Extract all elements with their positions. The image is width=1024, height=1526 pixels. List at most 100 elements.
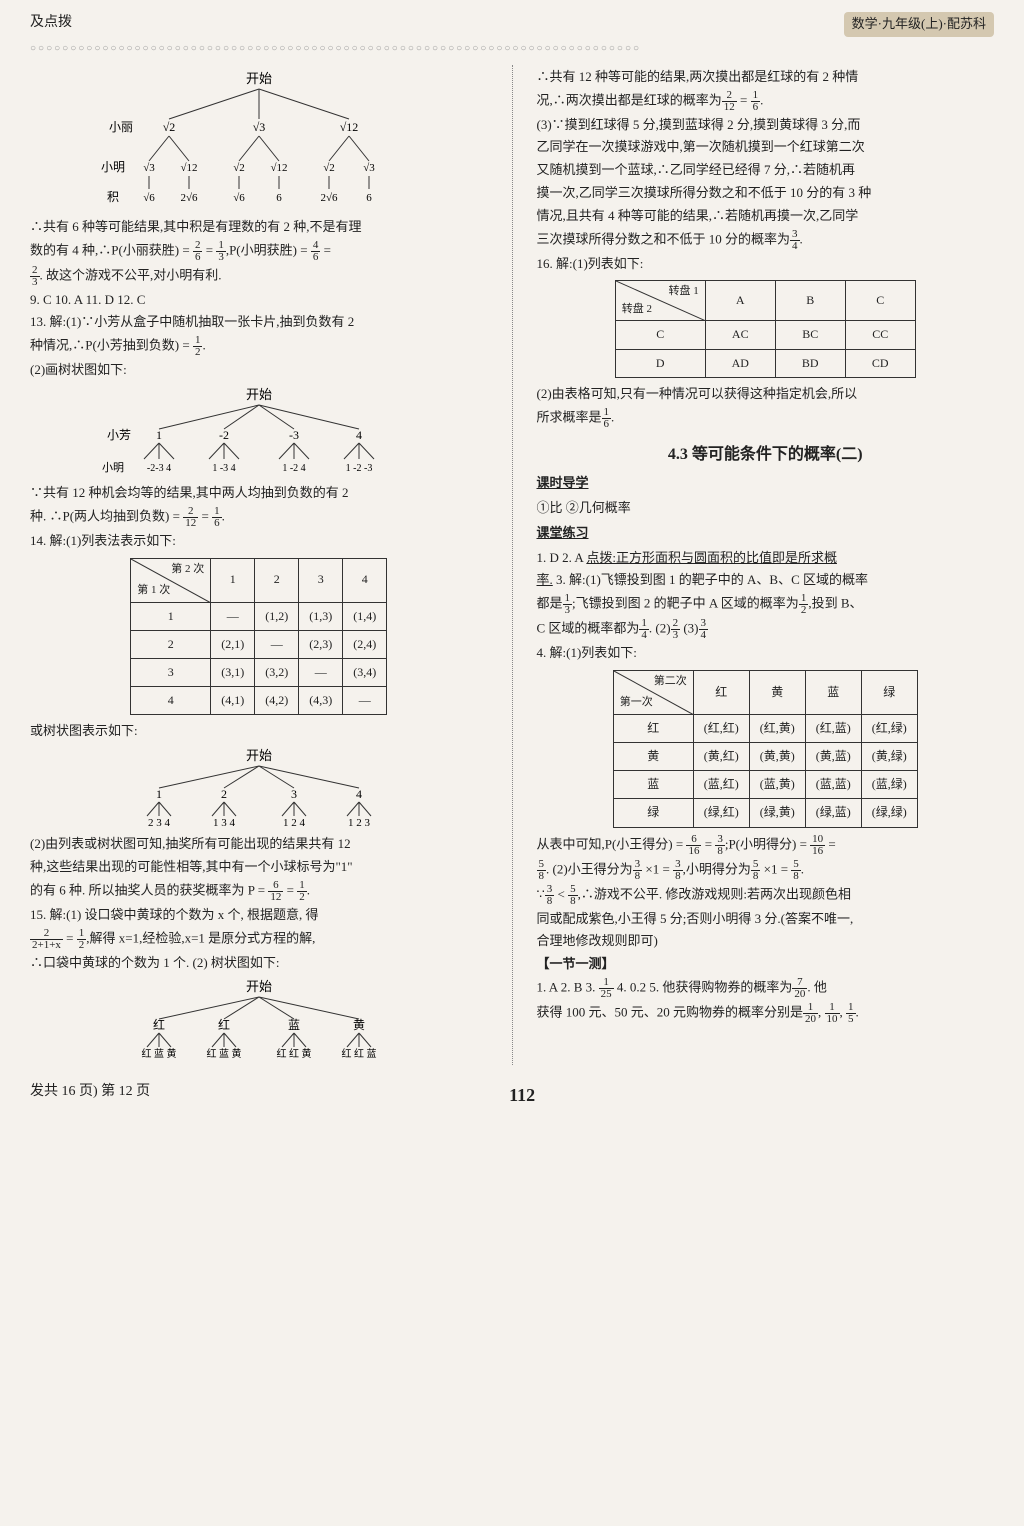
svg-text:√2: √2	[233, 162, 245, 174]
s43b: ①比 ②几何概率	[537, 498, 995, 519]
svg-text:开始: 开始	[246, 979, 272, 994]
r2b: 乙同学在一次摸球游戏中,第一次随机摸到一个红球第二次	[537, 137, 995, 158]
p13e-line: 种. ∴P(两人均抽到负数) = 212 = 16.	[30, 506, 488, 529]
svg-text:-2: -2	[219, 428, 229, 442]
mcq1: 9. C 10. A 11. D 12. C	[30, 290, 488, 311]
p1a: ∴共有 6 种等可能结果,其中积是有理数的有 2 种,不是有理	[30, 217, 488, 238]
header-left: 及点拨	[30, 12, 72, 37]
subtitle-daoxue: 课时导学	[537, 473, 995, 494]
svg-text:1 -2 -3: 1 -2 -3	[345, 463, 372, 474]
p13d: ∵共有 12 种机会均等的结果,其中两人均抽到负数的有 2	[30, 483, 488, 504]
p1d-line: 23. 故这个游戏不公平,对小明有利.	[30, 265, 488, 288]
p16a: 16. 解:(1)列表如下:	[537, 254, 995, 275]
tree-diagram-4: 开始 红 红 蓝 黄 红 蓝 黄 红 蓝 黄 红 红 黄 红 红 蓝	[30, 979, 488, 1059]
tree-diagram-3: 开始 1 2 3 4 2 3 4 1 3 4 1 2 4 1 2 3	[30, 748, 488, 828]
svg-text:2√6: 2√6	[320, 192, 338, 204]
r1a: ∴共有 12 种等可能的结果,两次摸出都是红球的有 2 种情	[537, 67, 995, 88]
p13a: 13. 解:(1)∵小芳从盒子中随机抽取一张卡片,抽到负数有 2	[30, 312, 488, 333]
svg-text:2: 2	[221, 787, 227, 801]
s43m: 合理地修改规则即可)	[537, 931, 995, 952]
svg-text:红 蓝 黄: 红 蓝 黄	[206, 1047, 241, 1059]
s43l: 同或配成紫色,小王得 5 分;否则小明得 3 分.(答案不唯一,	[537, 909, 995, 930]
s43g-line: C 区域的概率都为14. (2)23 (3)34	[537, 618, 995, 641]
s43d-line: 1. D 2. A 点拨:正方形面积与圆面积的比值即是所求概	[537, 548, 995, 569]
svg-text:积: 积	[107, 190, 119, 204]
tree-diagram-2: 开始 小芳 1 -2 -3 4 小明 -2-3 4 1 -3 4 1 -2 4	[30, 387, 488, 477]
s43i-line: 从表中可知,P(小王得分) = 616 = 38;P(小明得分) = 1016 …	[537, 834, 995, 857]
svg-text:2√6: 2√6	[180, 192, 198, 204]
right-column: ∴共有 12 种等可能的结果,两次摸出都是红球的有 2 种情 况,∴两次摸出都是…	[537, 65, 995, 1066]
svg-text:红: 红	[218, 1017, 230, 1032]
p13b-line: 种情况,∴P(小芳抽到负数) = 12.	[30, 335, 488, 358]
p14a: 14. 解:(1)列表法表示如下:	[30, 531, 488, 552]
table-2: 转盘 1 转盘 2 ABC CACBCCC DADBDCD	[615, 280, 916, 377]
svg-text:√12: √12	[180, 162, 197, 174]
svg-text:4: 4	[356, 787, 362, 801]
table-3: 第二次 第一次 红黄蓝绿 红(红,红)(红,黄)(红,蓝)(红,绿) 黄(黄,红…	[613, 670, 918, 828]
s43k-line: ∵38 < 58,∴游戏不公平. 修改游戏规则:若两次出现颜色相	[537, 884, 995, 907]
svg-text:4: 4	[356, 428, 362, 442]
svg-text:1 -3 4: 1 -3 4	[212, 463, 235, 474]
test-title: 【一节一测】	[537, 954, 995, 975]
r1b-line: 况,∴两次摸出都是红球的概率为212 = 16.	[537, 90, 995, 113]
subtitle-ketang: 课堂练习	[537, 523, 995, 544]
r2c: 又随机摸到一个蓝球,∴乙同学经已经得 7 分,∴若随机再	[537, 160, 995, 181]
tree-diagram-1: 开始 小丽 √2 √3 √12 小明 √3 √12 √2 √12 √2 √3 积	[30, 71, 488, 211]
r2d: 摸一次,乙同学三次摸球所得分数之和不低于 10 分的有 3 种	[537, 183, 995, 204]
svg-text:2 3 4: 2 3 4	[148, 817, 171, 828]
s43h: 4. 解:(1)列表如下:	[537, 643, 995, 664]
s43f-line: 都是13;飞镖投到图 2 的靶子中 A 区域的概率为12,投到 B、	[537, 593, 995, 616]
p15c: ∴口袋中黄球的个数为 1 个. (2) 树状图如下:	[30, 953, 488, 974]
svg-text:√12: √12	[339, 120, 358, 134]
svg-text:√2: √2	[323, 162, 335, 174]
s43j-line: 58. (2)小王得分为38 ×1 = 38,小明得分为58 ×1 = 58.	[537, 859, 995, 882]
svg-text:√12: √12	[270, 162, 287, 174]
p16b: (2)由表格可知,只有一种情况可以获得这种指定机会,所以	[537, 384, 995, 405]
p16c-line: 所求概率是16.	[537, 407, 995, 430]
p1b-line: 数的有 4 种,∴P(小丽获胜) = 26 = 13,P(小明获胜) = 46 …	[30, 240, 488, 263]
dots-row: ○○○○○○○○○○○○○○○○○○○○○○○○○○○○○○○○○○○○○○○○…	[30, 41, 994, 57]
svg-text:1 -2 4: 1 -2 4	[282, 463, 305, 474]
r2f-line: 三次摸球所得分数之和不低于 10 分的概率为34.	[537, 229, 995, 252]
svg-text:红 蓝 黄: 红 蓝 黄	[141, 1047, 176, 1059]
svg-text:√6: √6	[233, 192, 245, 204]
column-divider	[512, 65, 513, 1066]
svg-text:1 3 4: 1 3 4	[213, 817, 236, 828]
svg-text:小明: 小明	[102, 461, 124, 474]
svg-text:√2: √2	[162, 120, 175, 134]
svg-text:红: 红	[153, 1017, 165, 1032]
svg-text:-2-3 4: -2-3 4	[147, 463, 171, 474]
svg-text:小明: 小明	[101, 160, 125, 174]
svg-text:1: 1	[156, 787, 162, 801]
table-1: 第 2 次 第 1 次 1234 1—(1,2)(1,3)(1,4) 2(2,1…	[130, 558, 387, 716]
svg-text:-3: -3	[289, 428, 299, 442]
svg-text:红 红 黄: 红 红 黄	[276, 1047, 311, 1059]
svg-text:6: 6	[276, 192, 282, 204]
t4-line: 获得 100 元、50 元、20 元购物券的概率分别是120, 110, 15.	[537, 1002, 995, 1025]
svg-text:√3: √3	[252, 120, 265, 134]
left-column: 开始 小丽 √2 √3 √12 小明 √3 √12 √2 √12 √2 √3 积	[30, 65, 488, 1066]
svg-text:√6: √6	[143, 192, 155, 204]
svg-text:小丽: 小丽	[109, 120, 133, 134]
tree-svg-1: 开始 小丽 √2 √3 √12 小明 √3 √12 √2 √12 √2 √3 积	[89, 71, 429, 211]
svg-text:3: 3	[291, 787, 297, 801]
r2e: 情况,且共有 4 种等可能的结果,∴若随机再摸一次,乙同学	[537, 206, 995, 227]
p14d: 种,这些结果出现的可能性相等,其中有一个小球标号为"1"	[30, 857, 488, 878]
p15a: 15. 解:(1) 设口袋中黄球的个数为 x 个, 根据题意, 得	[30, 905, 488, 926]
svg-text:开始: 开始	[246, 748, 272, 763]
svg-text:红 红 蓝: 红 红 蓝	[341, 1047, 376, 1059]
s43e-line: 率. 3. 解:(1)飞镖投到图 1 的靶子中的 A、B、C 区域的概率	[537, 570, 995, 591]
svg-text:6: 6	[366, 192, 372, 204]
svg-text:1: 1	[156, 428, 162, 442]
p13c: (2)画树状图如下:	[30, 360, 488, 381]
svg-text:开始: 开始	[246, 387, 272, 402]
svg-text:黄: 黄	[353, 1018, 365, 1032]
p15b-line: 22+1+x = 12,解得 x=1,经检验,x=1 是原分式方程的解,	[30, 928, 488, 951]
svg-text:开始: 开始	[246, 71, 272, 86]
svg-text:1 2 3: 1 2 3	[348, 817, 371, 828]
svg-text:小芳: 小芳	[107, 428, 131, 442]
page-number: 112	[509, 1081, 535, 1110]
header-right: 数学·九年级(上)·配苏科	[844, 12, 994, 37]
section-title-43: 4.3 等可能条件下的概率(二)	[537, 442, 995, 468]
svg-text:1 2 4: 1 2 4	[283, 817, 306, 828]
